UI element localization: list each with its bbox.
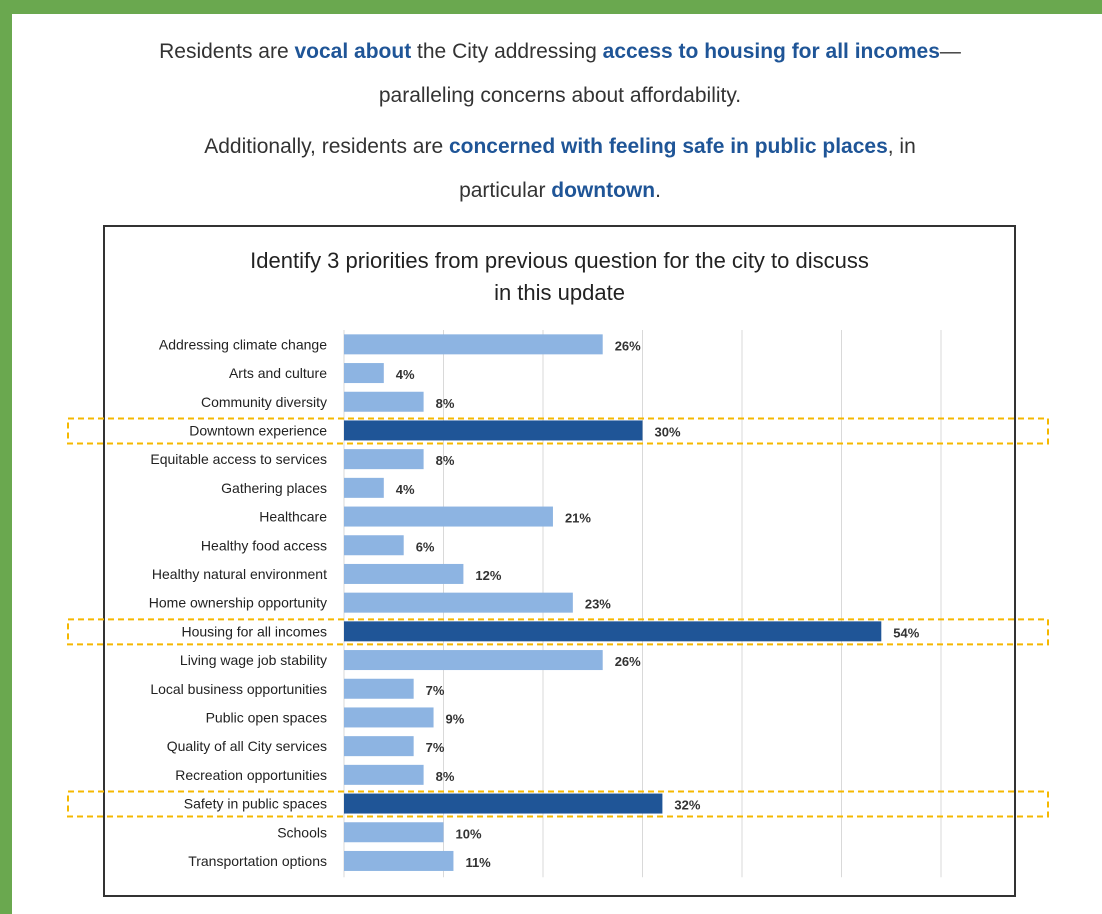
intro-text: the City addressing [411,40,603,63]
category-label: Local business opportunities [150,681,327,697]
intro-paragraph-safety: Additionally, residents are concerned wi… [60,125,1060,213]
category-label: Arts and culture [229,365,327,381]
bar [344,563,464,584]
bar [344,506,553,527]
category-label: Safety in public spaces [184,796,327,812]
value-label: 4% [396,482,415,497]
category-label: Healthy food access [201,537,327,553]
category-label: Living wage job stability [180,652,327,668]
bar [344,707,434,728]
bar [344,391,424,412]
bar [344,592,573,613]
value-label: 7% [426,740,445,755]
category-label: Public open spaces [206,709,327,725]
value-label: 8% [436,396,455,411]
category-label: Schools [277,824,327,840]
bar [344,650,603,671]
highlight-outline [67,417,1049,445]
intro-highlight: concerned with feeling safe in public pl… [448,135,888,158]
category-label: Community diversity [201,394,327,410]
value-label: 4% [396,367,415,382]
bar [344,477,384,498]
category-label: Home ownership opportunity [149,595,327,611]
intro-highlight: downtown [551,179,656,202]
bar [344,793,663,814]
value-label: 23% [585,597,611,612]
intro-text: , in [887,135,916,158]
bar [344,449,424,470]
value-label: 6% [416,539,435,554]
category-label: Quality of all City services [167,738,327,754]
chart-title-line1: Identify 3 priorities from previous ques… [250,248,869,273]
chart-title-line2: in this update [494,280,625,305]
category-label: Recreation opportunities [175,767,327,783]
value-label: 8% [436,453,455,468]
category-label: Downtown experience [189,422,327,438]
value-label: 54% [893,625,919,640]
intro-paragraph-housing: Residents are vocal about the City addre… [60,30,1060,118]
category-label: Gathering places [221,480,327,496]
highlight-outline [67,790,1049,818]
value-label: 26% [615,338,641,353]
highlight-outline [67,618,1049,646]
bar [344,334,603,355]
value-label: 10% [456,826,482,841]
bar [344,420,643,441]
intro-highlight: access to housing for all incomes [602,40,940,63]
value-label: 30% [655,424,681,439]
intro-text: . [655,179,661,202]
value-label: 12% [475,568,501,583]
bar [344,621,882,642]
bar [344,822,444,843]
category-label: Healthy natural environment [152,566,327,582]
frame-left-border [0,0,12,914]
bar [344,535,404,556]
intro-highlight: vocal about [294,40,412,63]
value-label: 26% [615,654,641,669]
bar [344,363,384,384]
intro-text: particular [459,179,552,202]
category-label: Housing for all incomes [181,623,327,639]
category-label: Transportation options [188,853,327,869]
value-label: 11% [465,855,491,870]
chart-title: Identify 3 priorities from previous ques… [105,245,1014,309]
bar [344,850,454,871]
category-label: Equitable access to services [150,451,327,467]
frame-top-border [0,0,1102,14]
category-label: Addressing climate change [159,336,327,352]
value-label: 32% [674,798,700,813]
value-label: 9% [446,711,465,726]
bar [344,678,414,699]
value-label: 21% [565,511,591,526]
intro-text: Additionally, residents are [204,135,449,158]
intro-text: paralleling concerns about affordability… [378,84,742,107]
value-label: 7% [426,683,445,698]
category-label: Healthcare [259,509,327,525]
value-label: 8% [436,769,455,784]
intro-text: — [939,40,961,63]
bar [344,736,414,757]
intro-text: Residents are [159,40,295,63]
bar [344,764,424,785]
